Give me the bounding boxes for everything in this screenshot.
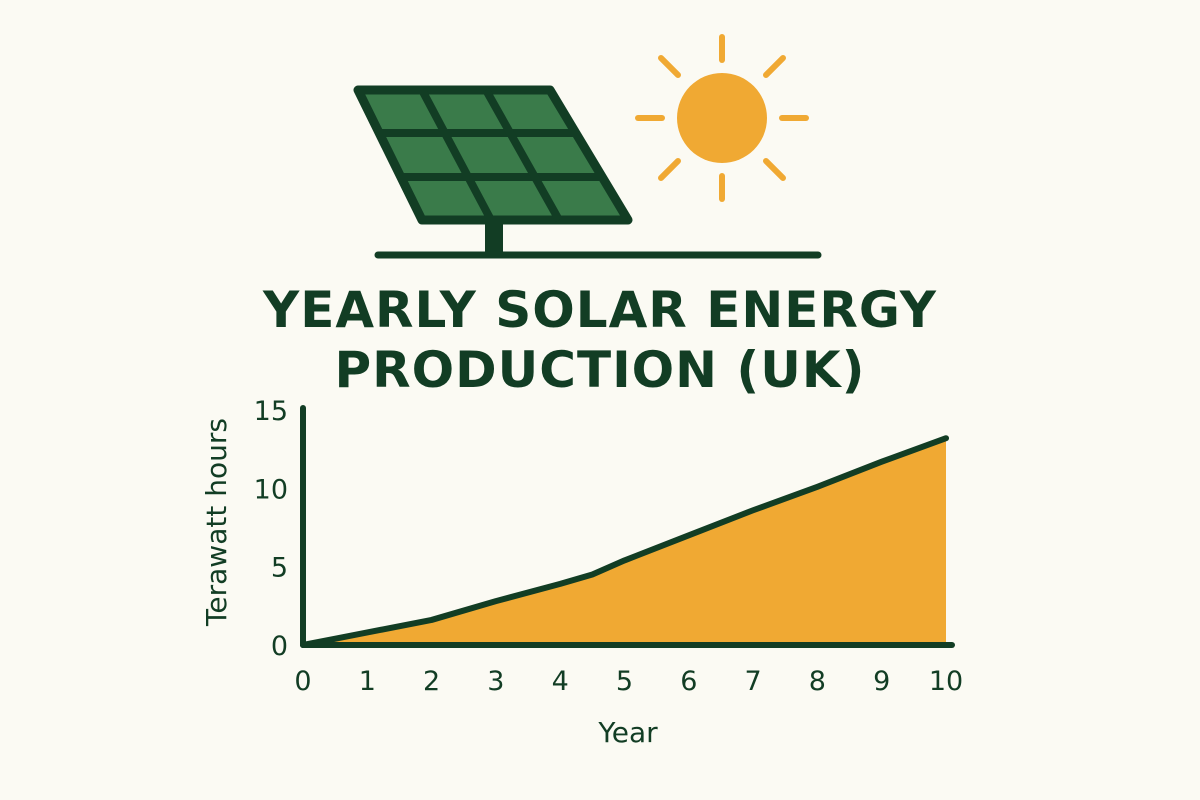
x-tick-label: 4: [552, 666, 569, 697]
series-line: [300, 435, 949, 648]
data-point: [590, 573, 594, 577]
data-point: [430, 618, 434, 622]
title-line-2: PRODUCTION (UK): [334, 341, 866, 399]
title-line-1: YEARLY SOLAR ENERGY: [262, 281, 938, 339]
sun-icon: [635, 34, 809, 202]
data-point: [880, 460, 884, 464]
plot-area: [300, 405, 955, 648]
data-point: [751, 508, 755, 512]
x-tick-label: 2: [423, 666, 440, 697]
y-tick-label: 10: [254, 474, 288, 505]
solar-panel-icon: [353, 85, 822, 259]
x-tick-label: 1: [359, 666, 376, 697]
x-tick-label: 6: [680, 666, 697, 697]
y-axis-title: Terawatt hours: [200, 418, 233, 627]
data-point: [815, 485, 819, 489]
y-tick-label: 5: [271, 553, 288, 584]
data-point: [558, 582, 562, 586]
y-axis-ticks: 0 5 10 15: [254, 396, 288, 662]
y-tick-label: 0: [271, 631, 288, 662]
x-tick-label: 8: [809, 666, 826, 697]
data-point: [687, 533, 691, 537]
x-tick-label: 3: [487, 666, 504, 697]
x-tick-label: 10: [929, 666, 963, 697]
area-fill: [303, 438, 946, 645]
x-tick-label: 7: [745, 666, 762, 697]
x-tick-label: 0: [294, 666, 311, 697]
data-point: [944, 436, 948, 440]
x-tick-label: 5: [616, 666, 633, 697]
y-tick-label: 15: [254, 396, 288, 427]
chart-title: YEARLY SOLAR ENERGY PRODUCTION (UK): [0, 280, 1200, 400]
x-axis-ticks: 0 1 2 3 4 5 6 7 8 9 10: [294, 666, 963, 697]
x-axis-title: Year: [597, 716, 658, 749]
data-point: [365, 630, 369, 634]
x-tick-label: 9: [873, 666, 890, 697]
data-point: [623, 558, 627, 562]
data-point: [494, 599, 498, 603]
